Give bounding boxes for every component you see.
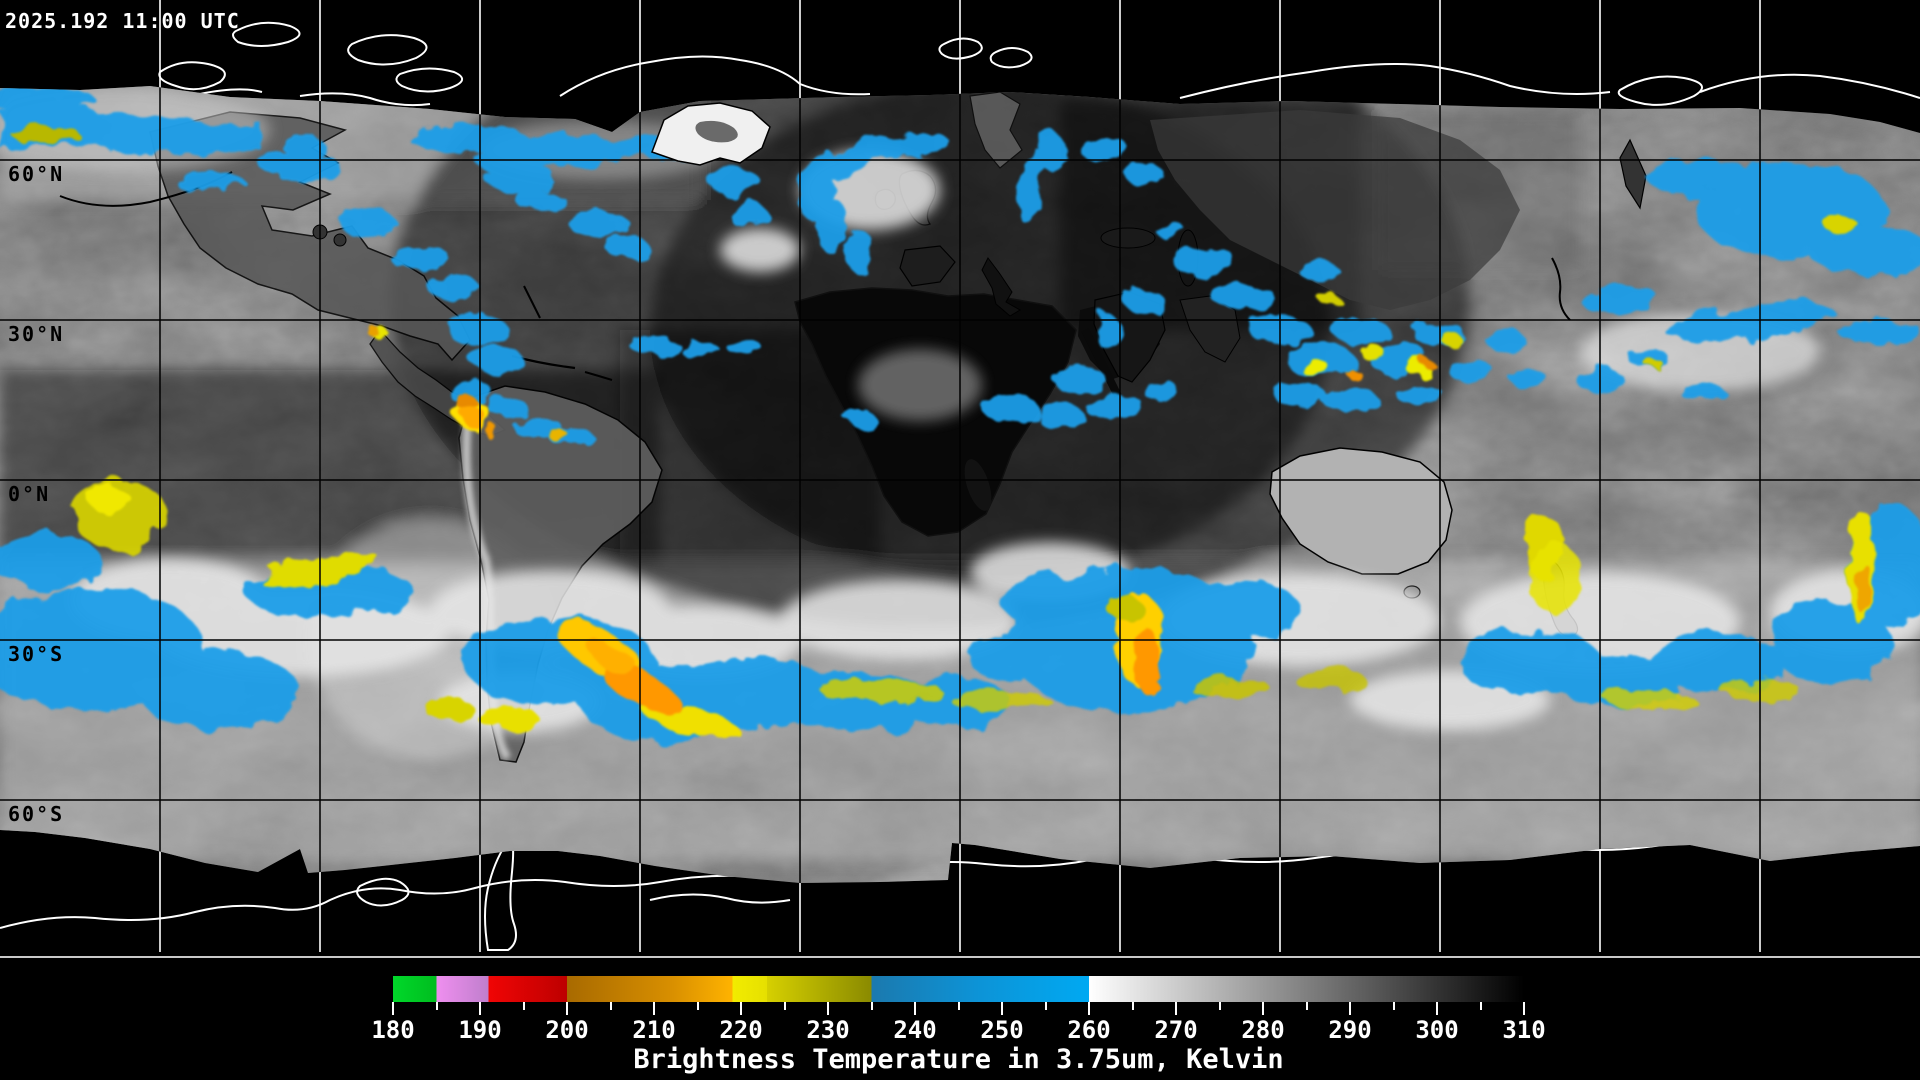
latitude-label-60n: 60°N [8,162,65,186]
colorbar-tick-label: 270 [1154,1016,1198,1044]
arctic-island [158,61,226,91]
black-sea [1100,227,1156,249]
florida [523,285,541,319]
global-ir-satellite-map [0,0,1920,952]
greenland-north-coast [559,55,871,97]
antarctic-island [356,877,410,907]
colorbar-tick-label: 220 [719,1016,763,1044]
scandinavia [969,91,1023,169]
colorbar-tick [870,1002,873,1010]
colorbar-tick [914,1002,916,1015]
colorbar-tick-label: 230 [806,1016,850,1044]
colorbar: 180 190 200 210 220 230 240 250 260 270 280 290 300 3… [371,976,1546,1076]
colorbar-tick [653,1002,655,1015]
colorbar-tick [957,1002,960,1010]
red-sea [1081,328,1122,398]
arctic-island [232,21,301,47]
colorbar-tick [1218,1002,1221,1010]
colorbar-tick-label: 180 [371,1016,415,1044]
madagascar [964,459,992,511]
colorbar-tick [1392,1002,1395,1010]
colorbar-tick [1479,1002,1482,1010]
arctic-island [347,34,428,66]
colorbar-gradient [393,976,1524,1002]
kamchatka [1619,138,1647,210]
colorbar-tick [566,1002,568,1015]
colorbar-tick [783,1002,786,1010]
latitude-label-30s: 30°S [8,642,65,666]
arctic-island [395,67,463,93]
colorbar-tick [392,1002,394,1015]
colorbar-tick [1001,1002,1003,1015]
colorbar-tick-label: 300 [1415,1016,1459,1044]
colorbar-tick [696,1002,699,1010]
colorbar-tick [740,1002,742,1015]
japan [1551,257,1571,321]
siberia-coast [1179,63,1611,99]
colorbar-tick-label: 210 [632,1016,676,1044]
colorbar-tick [1131,1002,1134,1010]
great-lakes [333,233,347,247]
colorbar-tick-label: 260 [1067,1016,1111,1044]
colorbar-tick-label: 240 [893,1016,937,1044]
iberia [899,245,956,287]
colorbar-tick-label: 190 [458,1016,502,1044]
latitude-label-30n: 30°N [8,322,65,346]
satellite-data-layer [0,86,1920,883]
hispaniola [584,371,613,381]
colorbar-tick [522,1002,525,1010]
colorbar-tick [1305,1002,1308,1010]
colorbar-tick [609,1002,612,1010]
colorbar-tick-label: 250 [980,1016,1024,1044]
colorbar-caption: Brightness Temperature in 3.75um, Kelvin [633,1044,1284,1075]
grid-lines-data [0,86,1920,883]
colorbar-tick [1262,1002,1264,1015]
colorbar-tick [1349,1002,1351,1015]
timestamp: 2025.192 11:00 UTC [5,9,240,33]
antarctic-coast-segment [649,893,791,904]
map-footer-separator [0,956,1920,958]
colorbar-tick-label: 290 [1328,1016,1372,1044]
siberian-island [1617,75,1703,106]
latitude-label-0n: 0°N [8,482,51,506]
colorbar-tick [827,1002,829,1015]
colorbar-tick-label: 200 [545,1016,589,1044]
greenland [651,102,771,166]
svalbard [938,37,983,60]
colorbar-tick [1088,1002,1090,1015]
colorbar-tick-label: 280 [1241,1016,1285,1044]
colorbar-tick [1523,1002,1525,1015]
colorbar-tick [1436,1002,1438,1015]
arctic-coast [299,92,431,107]
colorbar-tick [1044,1002,1047,1010]
colorbar-tick [435,1002,438,1010]
svalbard [989,47,1033,69]
colorbar-tick [1175,1002,1177,1015]
colorbar-tick-label: 310 [1502,1016,1546,1044]
italy [981,257,1021,317]
siberia-coast-east [1699,73,1920,99]
latitude-label-60s: 60°S [8,802,65,826]
colorbar-tick [479,1002,481,1015]
